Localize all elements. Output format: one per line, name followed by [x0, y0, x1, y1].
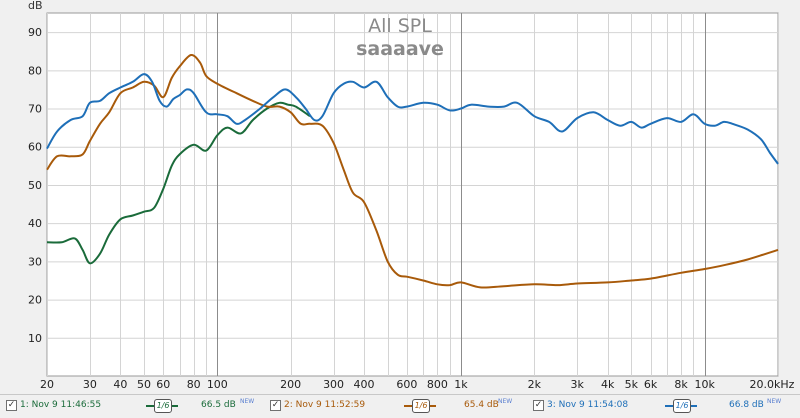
chart-subtitle: saaaave: [356, 38, 444, 60]
x-tick-label: 2k: [528, 378, 542, 391]
y-tick-label: 10: [28, 332, 42, 345]
x-tick-label: 40: [113, 378, 127, 391]
x-tick-label: 800: [427, 378, 448, 391]
legend-average: 65.4 dB: [464, 400, 499, 410]
y-tick-label: 80: [28, 64, 42, 77]
chart-title: All SPL: [368, 15, 432, 37]
smoothing-badge[interactable]: 1/6: [673, 399, 691, 413]
x-tick-label: 8k: [674, 378, 688, 391]
y-tick-label: 30: [28, 255, 42, 268]
x-tick-label: 6k: [644, 378, 658, 391]
legend-swatch[interactable]: 1/6: [146, 399, 178, 413]
smoothing-badge[interactable]: 1/6: [412, 399, 430, 413]
y-tick-label: 60: [28, 141, 42, 154]
new-badge: NEW: [498, 398, 513, 405]
grid: [47, 13, 779, 376]
x-tick-label: 20: [40, 378, 54, 391]
legend-bar: ✓ 1: Nov 9 11:46:55 1/6 66.5 dB NEW ✓ 2:…: [0, 394, 800, 418]
y-axis-unit-label: dB: [28, 0, 43, 12]
series-line-3: [46, 73, 779, 165]
x-tick-label: 100: [207, 378, 228, 391]
series-line-2: [46, 53, 779, 289]
x-tick-label: 300: [323, 378, 344, 391]
x-tick-label: 600: [396, 378, 417, 391]
x-tick-label: 400: [354, 378, 375, 391]
legend-item-1[interactable]: ✓ 1: Nov 9 11:46:55 1/6 66.5 dB NEW: [6, 398, 261, 415]
y-tick-label: 70: [28, 103, 42, 116]
new-badge: NEW: [767, 398, 782, 405]
smoothing-badge[interactable]: 1/6: [154, 399, 172, 413]
x-tick-label: 80: [187, 378, 201, 391]
legend-average: 66.8 dB: [729, 400, 764, 410]
legend-item-2[interactable]: ✓ 2: Nov 9 11:52:59 1/6 65.4 dB NEW: [270, 398, 530, 415]
x-tick-label: 200: [280, 378, 301, 391]
y-tick-label: 50: [28, 179, 42, 192]
x-tick-label: 60: [156, 378, 170, 391]
spl-chart: 20 30 40 50 60 80 100 200 300 400 600 800 1k 2k 3k 4k 5k…: [28, 0, 795, 391]
y-tick-label: 40: [28, 217, 42, 230]
legend-swatch[interactable]: 1/6: [404, 399, 436, 413]
series-lines: [46, 53, 779, 289]
legend-average: 66.5 dB: [201, 400, 236, 410]
y-tick-label: 20: [28, 294, 42, 307]
series-line-1: [46, 101, 311, 265]
legend-item-3[interactable]: ✓ 3: Nov 9 11:54:08 1/6 66.8 dB NEW: [533, 398, 798, 415]
legend-checkbox[interactable]: ✓: [270, 400, 281, 411]
x-tick-label: 50: [137, 378, 151, 391]
legend-checkbox[interactable]: ✓: [533, 400, 544, 411]
legend-swatch[interactable]: 1/6: [665, 399, 697, 413]
plot-area[interactable]: [46, 12, 779, 377]
legend-label: 1: Nov 9 11:46:55: [20, 400, 102, 410]
x-tick-label: 5k: [625, 378, 639, 391]
new-badge: NEW: [240, 398, 255, 405]
x-tick-label: 3k: [571, 378, 585, 391]
y-tick-label: 90: [28, 26, 42, 39]
x-tick-label: 4k: [601, 378, 615, 391]
x-tick-label: 20.0kHz: [750, 378, 795, 391]
tick-labels: 20 30 40 50 60 80 100 200 300 400 600 800 1k 2k 3k 4k 5k…: [28, 26, 795, 391]
legend-label: 2: Nov 9 11:52:59: [284, 400, 366, 410]
x-tick-label: 10k: [694, 378, 715, 391]
x-tick-label: 1k: [454, 378, 468, 391]
legend-checkbox[interactable]: ✓: [6, 400, 17, 411]
legend-label: 3: Nov 9 11:54:08: [547, 400, 629, 410]
x-tick-label: 30: [83, 378, 97, 391]
